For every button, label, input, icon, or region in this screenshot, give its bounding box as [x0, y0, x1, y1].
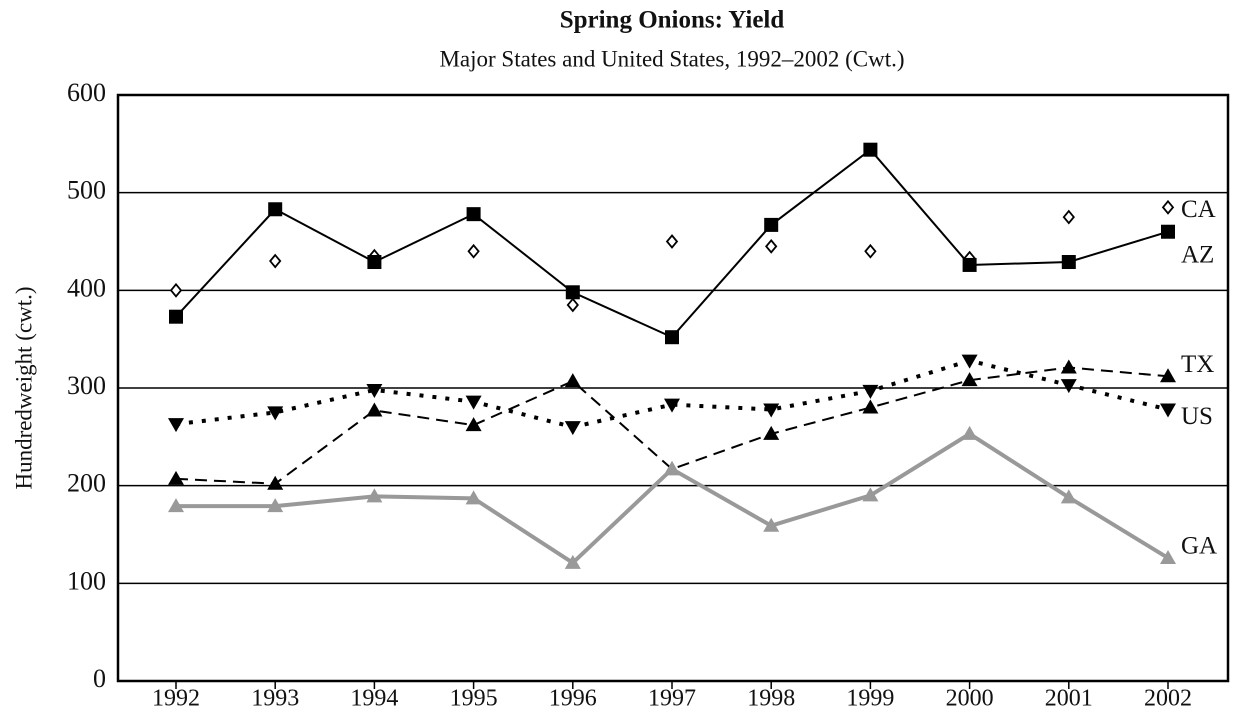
x-tick-label: 2001: [1045, 686, 1093, 712]
marker: [961, 372, 978, 387]
y-tick-label: 0: [93, 664, 106, 693]
y-axis-label: Hundredweight (cwt.): [11, 286, 36, 489]
marker: [268, 202, 283, 217]
marker: [366, 402, 383, 417]
marker: [367, 255, 382, 270]
series-label: AZ: [1181, 241, 1214, 268]
x-tick-label: 1994: [350, 686, 398, 712]
x-tick-label: 1997: [648, 686, 696, 712]
marker: [763, 517, 780, 532]
marker: [664, 461, 680, 476]
marker: [267, 475, 284, 490]
y-tick-label: 500: [67, 176, 106, 205]
x-tick-label: 1995: [450, 686, 498, 712]
marker: [1160, 549, 1176, 564]
marker: [665, 234, 679, 249]
marker: [465, 417, 482, 432]
marker: [566, 297, 579, 313]
marker: [169, 309, 183, 324]
marker: [267, 498, 284, 513]
marker: [664, 398, 680, 413]
x-tick-label: 1999: [846, 686, 894, 712]
marker: [169, 282, 183, 298]
marker: [863, 142, 878, 157]
series-line: [176, 431, 1170, 566]
marker: [1060, 359, 1077, 374]
marker: [764, 217, 779, 232]
series-label: GA: [1181, 533, 1217, 560]
x-tick-label: 2002: [1144, 686, 1192, 712]
x-tick-label: 1993: [251, 686, 299, 712]
chart-title: Spring Onions: Yield: [560, 7, 785, 34]
x-tick-label: 2000: [946, 686, 994, 712]
marker: [564, 554, 581, 569]
series-label: US: [1181, 403, 1213, 430]
series-line: [175, 366, 1169, 485]
marker: [864, 243, 877, 259]
marker: [1060, 489, 1077, 504]
marker: [962, 257, 977, 272]
marker: [269, 253, 282, 269]
series-label: CA: [1181, 196, 1216, 223]
plot-frame: [116, 93, 1230, 683]
marker: [862, 399, 879, 414]
marker: [961, 354, 978, 369]
marker: [564, 421, 581, 436]
marker: [1160, 403, 1176, 418]
x-tick-label: 1998: [747, 686, 795, 712]
y-tick-label: 300: [67, 371, 106, 400]
marker: [168, 498, 184, 513]
marker: [565, 285, 580, 300]
marker: [961, 425, 978, 440]
x-tick-label: 1996: [549, 686, 597, 712]
marker: [465, 490, 482, 505]
marker: [466, 207, 481, 222]
y-tick-label: 400: [67, 273, 106, 302]
marker: [862, 384, 879, 399]
marker: [465, 395, 482, 410]
y-tick-label: 600: [67, 78, 106, 107]
y-tick-label: 200: [67, 469, 106, 498]
marker: [1062, 209, 1075, 225]
marker: [467, 243, 480, 259]
marker: [1160, 368, 1176, 383]
marker: [1161, 199, 1175, 215]
marker: [168, 470, 184, 485]
marker: [1060, 379, 1077, 394]
x-tick-label: 1992: [152, 686, 200, 712]
marker: [366, 488, 383, 503]
marker: [168, 418, 184, 433]
marker: [665, 330, 679, 345]
marker: [1061, 255, 1076, 270]
series-label: TX: [1181, 351, 1214, 378]
marker: [564, 373, 581, 388]
marker: [1161, 224, 1175, 239]
y-tick-label: 100: [67, 566, 106, 595]
series-line: [175, 358, 1169, 430]
marker: [862, 487, 879, 502]
chart-subtitle: Major States and United States, 1992–200…: [439, 46, 904, 71]
marker: [763, 403, 780, 418]
marker: [763, 425, 780, 440]
marker: [765, 238, 778, 254]
marker: [366, 383, 383, 398]
marker: [267, 406, 284, 421]
